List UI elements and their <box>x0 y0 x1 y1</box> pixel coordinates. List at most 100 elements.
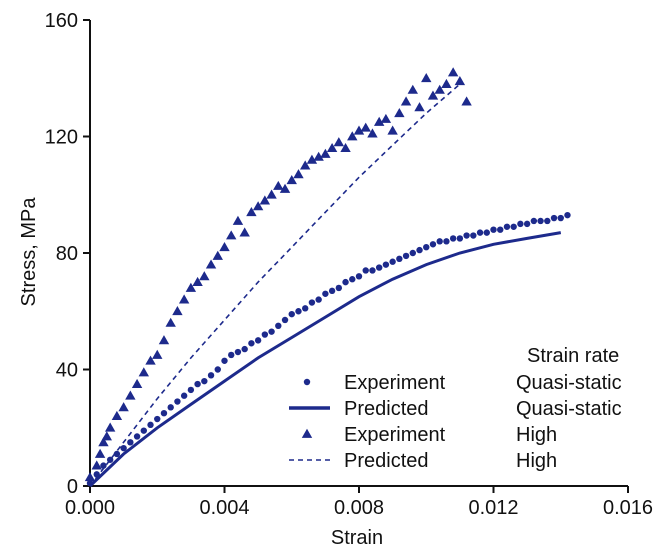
y-tick-label: 80 <box>56 243 78 265</box>
data-point <box>461 96 472 106</box>
data-point <box>544 217 551 225</box>
data-point <box>456 235 464 242</box>
data-point <box>400 96 412 106</box>
data-point <box>261 331 269 338</box>
data-point <box>367 128 378 138</box>
data-point <box>308 299 316 306</box>
legend-rate: Quasi-static <box>516 372 622 394</box>
data-point <box>212 250 223 260</box>
data-point <box>205 259 217 269</box>
data-point <box>375 264 383 271</box>
series-line <box>88 231 562 488</box>
data-point <box>214 366 221 373</box>
data-point <box>436 238 443 245</box>
data-point <box>84 472 96 482</box>
data-point <box>259 195 271 205</box>
data-point <box>347 131 358 141</box>
plot-area <box>84 67 571 488</box>
x-axis-title: Strain <box>331 527 383 548</box>
data-point <box>414 102 425 112</box>
data-point <box>537 217 544 225</box>
data-point <box>355 273 363 280</box>
data-point <box>113 450 121 458</box>
data-point <box>100 462 107 469</box>
data-point <box>387 125 398 135</box>
x-tick-label: 0.000 <box>65 497 115 519</box>
legend-rate: High <box>516 424 557 446</box>
series-1 <box>88 231 562 488</box>
data-point <box>187 386 195 394</box>
y-tick-label: 120 <box>45 127 78 149</box>
legend: Strain rate Experiment Quasi-static Predic… <box>289 345 622 472</box>
data-point <box>335 284 343 292</box>
legend-swatch <box>303 378 311 386</box>
data-point <box>268 328 275 335</box>
data-point <box>349 276 356 283</box>
data-point <box>416 246 423 254</box>
legend-header: Strain rate <box>527 345 619 367</box>
data-point <box>333 137 345 147</box>
legend-label: Predicted <box>344 450 429 472</box>
data-point <box>328 287 336 295</box>
data-point <box>239 227 250 237</box>
data-point <box>178 294 190 304</box>
legend-label: Experiment <box>344 372 446 394</box>
x-axis-ticks: 0.000 0.004 0.008 0.012 0.016 <box>65 486 653 519</box>
data-point <box>226 230 237 240</box>
data-point <box>219 241 230 252</box>
y-tick-label: 160 <box>45 10 78 32</box>
data-point <box>228 351 235 359</box>
data-point <box>300 160 311 170</box>
data-point <box>288 310 295 318</box>
legend-entry: Experiment High <box>301 424 557 446</box>
data-point <box>273 180 284 190</box>
data-point <box>207 372 215 379</box>
data-point <box>306 154 318 164</box>
data-point <box>286 174 297 185</box>
data-point <box>145 355 156 365</box>
data-point <box>402 252 410 260</box>
data-point <box>320 148 331 158</box>
data-point <box>380 113 392 123</box>
y-tick-label: 40 <box>56 360 78 382</box>
data-point <box>246 207 257 217</box>
data-point <box>497 226 504 233</box>
data-point <box>326 142 338 153</box>
data-point <box>476 229 484 236</box>
data-point <box>165 317 176 327</box>
data-point <box>523 220 531 228</box>
data-point <box>421 73 432 83</box>
data-point <box>362 267 369 274</box>
data-point <box>389 258 396 265</box>
data-point <box>120 444 127 452</box>
series-3 <box>89 83 461 487</box>
x-tick-label: 0.008 <box>334 497 384 519</box>
data-point <box>443 238 450 245</box>
x-tick-label: 0.004 <box>199 497 249 519</box>
series-0 <box>86 211 571 487</box>
data-point <box>252 201 264 211</box>
data-point <box>510 223 517 230</box>
data-point <box>293 169 304 179</box>
data-point <box>160 409 168 417</box>
data-point <box>158 335 170 345</box>
data-point <box>281 316 289 324</box>
data-point <box>234 348 242 356</box>
data-point <box>295 308 302 315</box>
legend-swatch <box>301 428 313 438</box>
legend-label: Predicted <box>344 398 429 420</box>
data-point <box>111 410 123 420</box>
data-point <box>470 232 477 239</box>
data-point <box>266 189 277 199</box>
data-point <box>201 377 208 385</box>
data-point <box>503 223 511 230</box>
data-point <box>118 402 129 412</box>
data-point <box>152 349 163 359</box>
data-point <box>279 183 291 193</box>
data-point <box>429 241 437 248</box>
data-point <box>353 125 365 135</box>
series-line <box>89 83 461 487</box>
data-point <box>185 282 197 292</box>
data-point <box>221 357 228 364</box>
x-tick-label: 0.016 <box>603 497 653 519</box>
